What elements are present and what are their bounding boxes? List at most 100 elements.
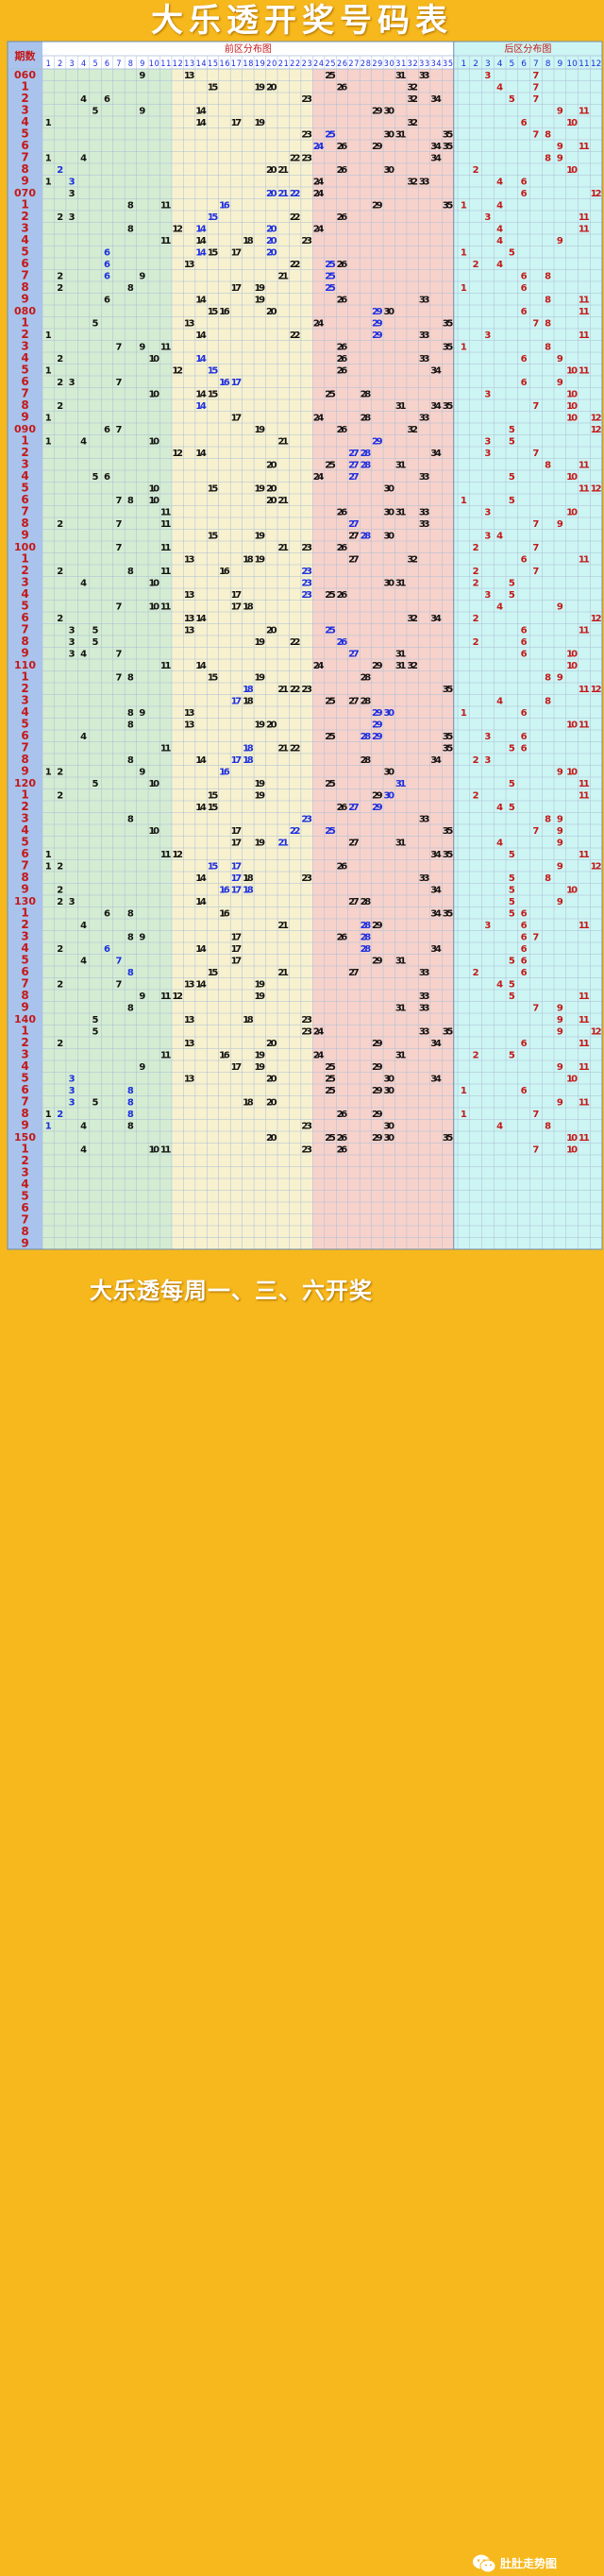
front-number: 11 (160, 201, 172, 212)
front-number: 7 (115, 496, 122, 506)
front-number: 19 (255, 779, 266, 789)
front-number: 1 (45, 118, 52, 128)
period-label: 100 (14, 541, 36, 553)
front-number: 18 (243, 1015, 254, 1025)
front-number: 33 (419, 330, 430, 341)
back-number: 9 (557, 236, 563, 246)
front-number: 8 (127, 225, 134, 235)
front-number: 26 (337, 425, 348, 435)
front-number: 27 (348, 968, 360, 978)
front-number: 15 (208, 862, 219, 873)
front-number: 29 (372, 437, 383, 448)
front-number: 7 (115, 378, 122, 388)
back-number: 2 (473, 579, 479, 589)
back-number: 9 (557, 602, 563, 613)
front-number: 2 (57, 886, 63, 896)
period-label: 9 (21, 175, 28, 188)
back-number: 2 (473, 543, 479, 553)
period-label: 7 (21, 387, 28, 400)
front-number: 31 (395, 401, 407, 412)
front-number: 35 (443, 343, 454, 353)
front-number: 9 (139, 343, 145, 353)
front-number: 34 (430, 142, 442, 152)
back-number: 5 (509, 744, 515, 754)
front-number: 18 (243, 555, 254, 566)
front-number: 19 (255, 1051, 266, 1061)
front-number: 11 (160, 991, 172, 1002)
front-number: 29 (372, 661, 383, 671)
front-col-header: 1 (46, 59, 51, 69)
period-label: 6 (21, 139, 28, 152)
period-label: 2 (21, 918, 28, 931)
front-number: 15 (208, 248, 219, 259)
period-label: 120 (14, 777, 36, 789)
front-number: 25 (325, 697, 336, 707)
period-label: 8 (21, 1107, 28, 1120)
front-number: 29 (372, 142, 383, 152)
front-number: 35 (443, 201, 454, 212)
period-label: 2 (21, 682, 28, 695)
front-number: 33 (419, 968, 430, 978)
front-number: 18 (243, 697, 254, 707)
period-label: 3 (21, 104, 28, 117)
front-number: 11 (160, 602, 172, 613)
front-number: 2 (57, 283, 63, 294)
back-number: 12 (591, 189, 602, 199)
period-label: 9 (21, 1237, 28, 1250)
front-number: 14 (195, 897, 207, 907)
front-number: 3 (69, 212, 76, 223)
front-col-header: 18 (243, 59, 253, 69)
back-number: 5 (509, 437, 515, 448)
front-number: 31 (395, 71, 407, 81)
back-number: 9 (557, 897, 563, 907)
front-number: 2 (57, 1039, 63, 1049)
period-label: 1 (21, 1143, 28, 1156)
front-number: 7 (115, 343, 122, 353)
front-number: 19 (255, 1062, 266, 1073)
back-number: 8 (545, 319, 551, 330)
front-number: 34 (430, 449, 442, 459)
front-number: 32 (407, 94, 418, 105)
back-number: 8 (545, 873, 551, 884)
front-number: 23 (301, 579, 312, 589)
front-number: 13 (184, 626, 195, 636)
front-number: 30 (383, 579, 394, 589)
front-number: 14 (195, 755, 207, 766)
front-col-header: 13 (184, 59, 194, 69)
front-number: 20 (266, 83, 277, 93)
period-label: 3 (21, 1048, 28, 1061)
front-number: 26 (337, 637, 348, 648)
front-number: 17 (231, 248, 243, 259)
back-number: 6 (521, 957, 528, 967)
back-number: 5 (509, 886, 515, 896)
back-number: 5 (509, 472, 515, 483)
front-number: 23 (301, 543, 312, 553)
period-label: 4 (21, 469, 28, 483)
back-number: 1 (461, 1086, 467, 1096)
front-number: 5 (92, 319, 99, 330)
back-number: 8 (545, 1122, 551, 1132)
front-number: 16 (219, 1051, 230, 1061)
back-number: 11 (579, 720, 590, 731)
back-number: 10 (566, 1075, 578, 1085)
back-number: 10 (566, 720, 578, 731)
back-number: 4 (496, 236, 503, 246)
period-label: 130 (14, 895, 36, 907)
front-number: 25 (325, 1133, 336, 1144)
front-number: 19 (255, 839, 266, 849)
back-number: 5 (509, 991, 515, 1002)
period-label: 9 (21, 883, 28, 896)
front-number: 13 (184, 1039, 195, 1049)
front-number: 33 (419, 1004, 430, 1014)
period-label: 6 (21, 1083, 28, 1096)
front-number: 29 (372, 319, 383, 330)
front-number: 18 (243, 602, 254, 613)
period-label: 7 (21, 977, 28, 991)
front-number: 19 (255, 555, 266, 566)
back-number: 7 (532, 543, 539, 553)
back-number: 7 (532, 319, 539, 330)
front-number: 28 (361, 732, 372, 742)
front-number: 25 (325, 272, 336, 282)
front-number: 15 (208, 212, 219, 223)
front-number: 26 (337, 803, 348, 813)
